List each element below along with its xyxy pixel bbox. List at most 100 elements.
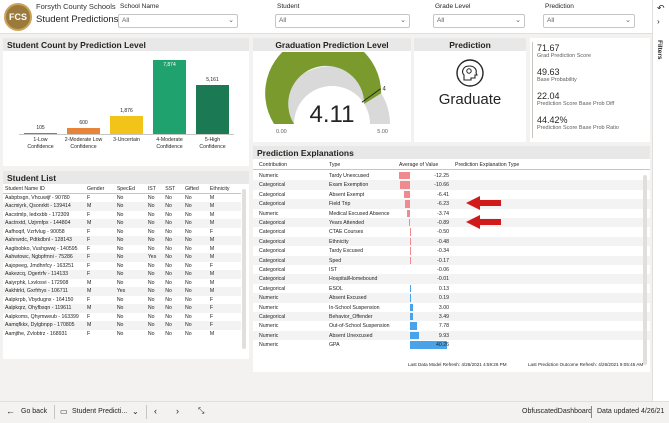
bar-category-label: 5-High Confidence: [199, 137, 226, 150]
bar-value-label: 1,876: [120, 108, 133, 115]
table-row[interactable]: Aamqfkkx, Dylgbnpp - 170805 M No No No No F: [3, 321, 241, 330]
table-cell: M: [209, 330, 215, 337]
prediction-card: Prediction Graduate: [414, 38, 526, 142]
table-row[interactable]: Numeric In-School Suspension 3.00: [253, 303, 650, 312]
table-row[interactable]: Categorical CTAE Courses -0.50: [253, 227, 650, 236]
value-cell: 0.19: [438, 295, 449, 302]
table-cell: No: [116, 228, 124, 235]
table-row[interactable]: Numeric GPA 40.26: [253, 340, 650, 349]
table-cell: No: [165, 262, 172, 269]
table-row[interactable]: Categorical Years Attended -0.89: [253, 215, 650, 229]
bar-1[interactable]: [24, 133, 57, 134]
next-page-icon[interactable]: ›: [176, 406, 179, 416]
table-cell: No: [116, 279, 124, 286]
filters-pane[interactable]: ↶ › Filters: [652, 0, 669, 401]
table-row[interactable]: Aamjthe, Zvlobtrz - 168931 F No No No No M: [3, 330, 241, 339]
previous-page-icon[interactable]: ‹: [154, 406, 157, 416]
table-row[interactable]: Aabpbsgn, Vhcuwijf - 90780 F No No No No M: [3, 194, 241, 203]
go-back-button[interactable]: Go back: [21, 408, 48, 415]
gauge-title: Graduation Prediction Level: [275, 40, 389, 50]
table-row[interactable]: Categorical Hospital/Homebound -0.01: [253, 274, 650, 284]
table-cell: M: [207, 270, 241, 279]
explanations-scrollbar[interactable]: [643, 175, 647, 365]
column-header[interactable]: SST: [163, 185, 183, 194]
table-row[interactable]: Aaiyrphk, Lxvlosvi - 172908 M No No No No M: [3, 279, 241, 288]
value-cell: -0.01: [437, 276, 449, 283]
back-arrow-icon[interactable]: ↶: [657, 3, 665, 13]
table-row[interactable]: Categorical Absent Exempt -6.41: [253, 190, 650, 199]
expand-filters-icon[interactable]: ›: [657, 17, 660, 26]
page-selector[interactable]: Student Predicti...: [72, 408, 128, 415]
table-row[interactable]: Aacmiyrk, Qsonrktt - 139414 M No No No No M: [3, 202, 241, 211]
table-row[interactable]: Numeric Out-of-School Suspension 7.78: [253, 321, 650, 330]
table-row[interactable]: Categorical Behavior_Offender 3.49: [253, 312, 650, 322]
table-row[interactable]: Aalpkoms, Qhymweub - 163399 F No No No No F: [3, 313, 241, 322]
type-cell: Medical Excused Absence: [329, 210, 390, 217]
table-row[interactable]: Aahwtowc, Ngbpfmni - 75286 F No Yes No No M: [3, 253, 241, 262]
column-header[interactable]: Student Name ID: [3, 185, 85, 194]
bar-category-label: 1-Low Confidence: [27, 137, 54, 150]
column-header[interactable]: Type: [329, 162, 341, 168]
table-row[interactable]: Categorical IST -0.06: [253, 265, 650, 274]
table-row[interactable]: Numeric Medical Excused Absence -3.74: [253, 209, 650, 218]
back-arrow-icon[interactable]: ←: [6, 406, 15, 416]
table-row[interactable]: Numeric Tardy Unexcused -12.25: [253, 171, 650, 180]
table-cell: No: [163, 253, 183, 262]
table-row[interactable]: Aalpkqrz, Ohyfbsqn - 119611 M No No No No F: [3, 304, 241, 313]
table-cell: M: [87, 279, 92, 286]
table-cell: F: [85, 270, 115, 279]
table-row[interactable]: Aahrwrdc, Pdtkdbnl - 128143 F No No No No M: [3, 236, 241, 245]
filter-student-select[interactable]: All ⌄: [275, 14, 410, 28]
table-row[interactable]: Categorical Tardy Excused -0.34: [253, 246, 650, 255]
table-row[interactable]: Aajopeeg, Jmdhnfcy - 163251 F No No No No F: [3, 262, 241, 271]
value-cell: -10.66: [434, 182, 449, 189]
table-row[interactable]: Categorical ESOL 0.13: [253, 284, 650, 293]
bar-4[interactable]: [153, 60, 186, 134]
fullscreen-icon[interactable]: ⤡: [198, 406, 205, 415]
table-row[interactable]: Aactnxtd, Uzjrmfpx - 144804 M No No No No M: [3, 219, 241, 228]
filter-school-value: All: [122, 17, 130, 24]
column-header[interactable]: Contribution: [259, 162, 287, 168]
table-cell: No: [147, 262, 155, 269]
contribution-cell: Numeric: [259, 295, 279, 302]
column-header[interactable]: IST: [145, 185, 164, 194]
table-cell: No: [147, 279, 155, 286]
student-table[interactable]: Student Name ID Gender SpecEd IST SST Gifted E…: [3, 185, 241, 357]
column-header[interactable]: Prediction Explanation Type: [455, 162, 520, 168]
table-row[interactable]: Categorical Sped -0.17: [253, 255, 650, 265]
table-row[interactable]: Categorical Ethnicity -0.48: [253, 236, 650, 247]
contribution-cell: Categorical: [259, 314, 286, 320]
table-row[interactable]: Aacstmlp, Iedxxbb - 172309 F No No No No M: [3, 211, 241, 220]
table-row[interactable]: Aakezcq, Ogertrfv - 114133 F No No No No M: [3, 270, 241, 279]
explanations-table[interactable]: Contribution Type Average of Value Predicti…: [253, 160, 650, 372]
student-list-panel: Student List Student Name ID Gender SpecEd…: [3, 171, 249, 359]
filter-grade-select[interactable]: All ⌄: [433, 14, 525, 28]
table-cell: M: [85, 287, 115, 296]
table-row[interactable]: Categorical Field Trip -6.23: [253, 196, 650, 211]
column-header[interactable]: Gender: [85, 185, 115, 194]
bar-2[interactable]: [67, 128, 100, 134]
table-row[interactable]: Aafhoqif, Vzrfvlug - 90058 F No No No No F: [3, 228, 241, 237]
table-row[interactable]: Aakhtrkt, Gxrfrhys - 106711 M Yes No No No M: [3, 287, 241, 296]
column-header[interactable]: SpecEd: [114, 185, 146, 194]
table-row[interactable]: Categorical Exam Exemption -10.66: [253, 180, 650, 190]
bar-3[interactable]: [110, 116, 143, 134]
student-list-scrollbar[interactable]: [242, 189, 246, 349]
table-row[interactable]: Numeric Absent Excused 0.19: [253, 293, 650, 303]
bar-5[interactable]: [196, 85, 229, 134]
table-row[interactable]: Numeric Absent Unexcused 9.93: [253, 330, 650, 341]
kpi-panel: 71.67 Grad Prediction Score 49.63 Base P…: [530, 38, 650, 142]
table-cell: F: [87, 245, 91, 252]
column-header[interactable]: Ethnicity: [207, 185, 241, 194]
chevron-down-icon[interactable]: ⌄: [132, 407, 139, 416]
filter-prediction-select[interactable]: All ⌄: [543, 14, 635, 28]
filter-school-select[interactable]: All ⌄: [118, 14, 238, 28]
column-header[interactable]: Average of Value: [399, 162, 439, 168]
chevron-down-icon: ⌄: [515, 17, 521, 24]
column-header[interactable]: Gifted: [182, 185, 208, 194]
type-cell: Absent Exempt: [329, 191, 365, 198]
table-row[interactable]: Aagibobko, Vushgwwj - 140595 F No No No No M: [3, 245, 241, 254]
table-cell: Aamqfkkx, Dylgbnpp - 170805: [3, 321, 85, 330]
table-row[interactable]: Aalpkrpb, Vbydugnx - 164150 F No No No No F: [3, 296, 241, 305]
table-cell: No: [165, 330, 172, 337]
